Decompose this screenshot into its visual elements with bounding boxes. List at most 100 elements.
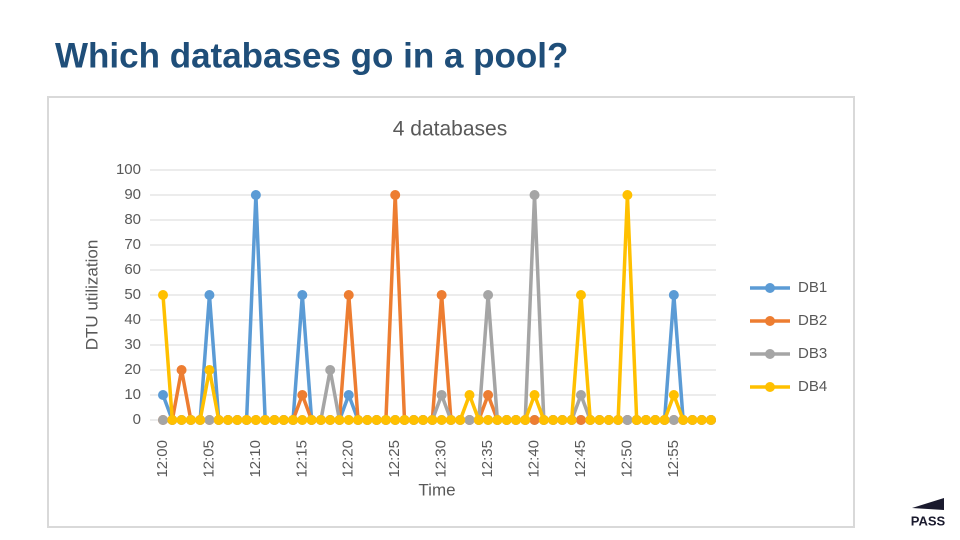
data-point [371, 415, 382, 425]
logo: PASS [911, 498, 946, 528]
data-point [353, 415, 364, 425]
data-point [659, 415, 670, 425]
data-point [306, 415, 317, 425]
data-point [631, 415, 642, 425]
legend-marker [765, 283, 775, 293]
data-point [176, 415, 187, 425]
data-point [213, 415, 224, 425]
data-point [167, 415, 178, 425]
data-point [260, 415, 271, 425]
data-point [650, 415, 661, 425]
data-point [483, 390, 494, 400]
data-point [380, 415, 391, 425]
data-point [529, 415, 540, 425]
data-point [706, 415, 716, 425]
chart-frame [47, 96, 855, 528]
data-point [158, 390, 168, 400]
y-tick-label: 40 [124, 311, 141, 328]
data-point [594, 415, 605, 425]
y-tick-label: 30 [124, 336, 141, 353]
x-tick-label: 12:45 [572, 440, 589, 478]
data-point [158, 290, 168, 300]
data-point [668, 390, 679, 400]
data-point [436, 290, 447, 300]
data-point [640, 415, 651, 425]
x-tick-label: 12:05 [200, 440, 217, 478]
data-point [557, 415, 568, 425]
data-point [204, 290, 215, 300]
legend-label: DB1 [798, 279, 827, 296]
data-point [668, 415, 679, 425]
data-point [566, 415, 577, 425]
data-point [455, 415, 466, 425]
data-point [575, 415, 586, 425]
legend-label: DB3 [798, 345, 827, 362]
data-point [538, 415, 549, 425]
x-tick-label: 12:10 [247, 440, 264, 478]
legend-label: DB2 [798, 312, 827, 329]
legend-label: DB4 [798, 378, 827, 395]
y-tick-label: 90 [124, 186, 141, 203]
data-point [343, 415, 354, 425]
y-axis-label: DTU utilization [82, 240, 101, 351]
x-tick-label: 12:50 [618, 440, 635, 478]
data-point [483, 415, 494, 425]
x-tick-label: 12:00 [154, 440, 171, 478]
data-point [297, 290, 308, 300]
logo-text: PASS [911, 513, 946, 528]
data-point [204, 365, 215, 375]
data-point [613, 415, 624, 425]
data-point [204, 415, 215, 425]
data-point [529, 390, 540, 400]
legend-marker [765, 382, 775, 392]
data-point [529, 190, 540, 200]
data-point [464, 415, 475, 425]
data-point [622, 190, 633, 200]
y-tick-label: 10 [124, 386, 141, 403]
x-axis-label: Time [418, 480, 455, 499]
data-point [464, 390, 475, 400]
data-point [278, 415, 289, 425]
data-point [510, 415, 521, 425]
data-point [436, 415, 447, 425]
data-point [390, 415, 401, 425]
y-tick-label: 60 [124, 261, 141, 278]
data-point [158, 415, 168, 425]
data-point [548, 415, 559, 425]
data-point [232, 415, 243, 425]
data-point [492, 415, 503, 425]
data-point [575, 390, 586, 400]
data-point [520, 415, 531, 425]
y-tick-label: 80 [124, 211, 141, 228]
x-tick-label: 12:30 [433, 440, 450, 478]
data-point [334, 415, 345, 425]
data-point [436, 390, 447, 400]
data-point [241, 415, 252, 425]
data-point [575, 290, 586, 300]
data-point [603, 415, 614, 425]
data-point [250, 190, 261, 200]
data-point [325, 365, 336, 375]
y-tick-label: 70 [124, 236, 141, 253]
legend-marker [765, 349, 775, 359]
data-point [585, 415, 596, 425]
data-point [390, 190, 401, 200]
y-tick-label: 0 [133, 411, 141, 428]
data-point [678, 415, 689, 425]
data-point [315, 415, 326, 425]
data-point [325, 415, 336, 425]
data-point [408, 415, 419, 425]
legend-marker [765, 316, 775, 326]
data-point [445, 415, 456, 425]
x-tick-label: 12:55 [665, 440, 682, 478]
data-point [288, 415, 299, 425]
x-tick-label: 12:25 [386, 440, 403, 478]
x-tick-label: 12:15 [293, 440, 310, 478]
data-point [185, 415, 196, 425]
data-point [343, 290, 354, 300]
data-point [223, 415, 234, 425]
y-tick-label: 20 [124, 361, 141, 378]
data-point [250, 415, 261, 425]
data-point [483, 290, 494, 300]
